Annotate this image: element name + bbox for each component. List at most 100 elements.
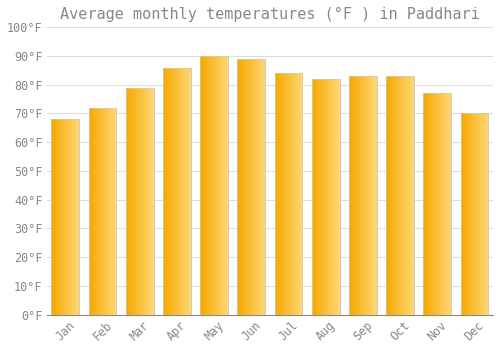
Bar — [442, 93, 443, 315]
Bar — [204, 56, 206, 315]
Bar — [323, 79, 324, 315]
Bar — [56, 119, 57, 315]
Bar — [473, 113, 474, 315]
Bar — [72, 119, 74, 315]
Bar — [356, 76, 358, 315]
Bar — [224, 56, 226, 315]
Bar — [188, 68, 190, 315]
Bar — [78, 119, 80, 315]
Bar — [358, 76, 359, 315]
Bar — [396, 76, 398, 315]
Bar — [142, 88, 144, 315]
Bar — [242, 59, 243, 315]
Bar — [287, 73, 288, 315]
Bar — [112, 108, 114, 315]
Bar — [294, 73, 296, 315]
Bar — [368, 76, 370, 315]
Bar — [52, 119, 53, 315]
Bar — [176, 68, 177, 315]
Bar — [206, 56, 207, 315]
Bar — [464, 113, 466, 315]
Bar — [178, 68, 180, 315]
Bar — [353, 76, 354, 315]
Bar — [148, 88, 150, 315]
Bar — [226, 56, 228, 315]
Bar — [111, 108, 112, 315]
Bar — [104, 108, 106, 315]
Bar — [96, 108, 97, 315]
Bar — [170, 68, 172, 315]
Bar — [484, 113, 486, 315]
Bar — [286, 73, 287, 315]
Bar — [478, 113, 480, 315]
Bar — [322, 79, 323, 315]
Bar — [181, 68, 182, 315]
Bar — [389, 76, 390, 315]
Bar — [290, 73, 292, 315]
Bar — [410, 76, 412, 315]
Bar — [362, 76, 363, 315]
Bar — [469, 113, 470, 315]
Bar — [75, 119, 76, 315]
Bar — [482, 113, 483, 315]
Bar — [376, 76, 377, 315]
Bar — [252, 59, 253, 315]
Bar — [262, 59, 264, 315]
Bar — [428, 93, 429, 315]
Bar — [370, 76, 372, 315]
Bar — [222, 56, 224, 315]
Bar — [274, 73, 276, 315]
Bar — [93, 108, 94, 315]
Bar — [90, 108, 92, 315]
Bar — [200, 56, 202, 315]
Bar — [202, 56, 203, 315]
Bar — [318, 79, 320, 315]
Bar — [372, 76, 374, 315]
Bar — [126, 88, 154, 315]
Bar — [258, 59, 260, 315]
Bar — [60, 119, 61, 315]
Bar — [217, 56, 218, 315]
Bar — [374, 76, 376, 315]
Bar — [386, 76, 414, 315]
Bar — [146, 88, 148, 315]
Bar — [349, 76, 377, 315]
Bar — [238, 59, 239, 315]
Bar — [101, 108, 102, 315]
Bar — [390, 76, 392, 315]
Bar — [364, 76, 366, 315]
Bar — [406, 76, 407, 315]
Bar — [126, 88, 154, 315]
Bar — [110, 108, 111, 315]
Bar — [349, 76, 377, 315]
Bar — [174, 68, 176, 315]
Bar — [132, 88, 134, 315]
Bar — [214, 56, 216, 315]
Bar — [386, 76, 388, 315]
Bar — [238, 59, 265, 315]
Bar — [172, 68, 174, 315]
Bar — [424, 93, 451, 315]
Bar — [288, 73, 290, 315]
Bar — [274, 73, 302, 315]
Bar — [114, 108, 115, 315]
Bar — [140, 88, 141, 315]
Bar — [440, 93, 442, 315]
Bar — [163, 68, 191, 315]
Bar — [483, 113, 484, 315]
Bar — [243, 59, 244, 315]
Bar — [443, 93, 444, 315]
Bar — [280, 73, 281, 315]
Bar — [312, 79, 313, 315]
Bar — [102, 108, 104, 315]
Bar — [429, 93, 430, 315]
Bar — [210, 56, 212, 315]
Bar — [404, 76, 406, 315]
Bar — [480, 113, 482, 315]
Bar — [88, 108, 117, 315]
Bar — [132, 88, 133, 315]
Bar — [190, 68, 191, 315]
Bar — [62, 119, 64, 315]
Bar — [349, 76, 350, 315]
Bar — [424, 93, 425, 315]
